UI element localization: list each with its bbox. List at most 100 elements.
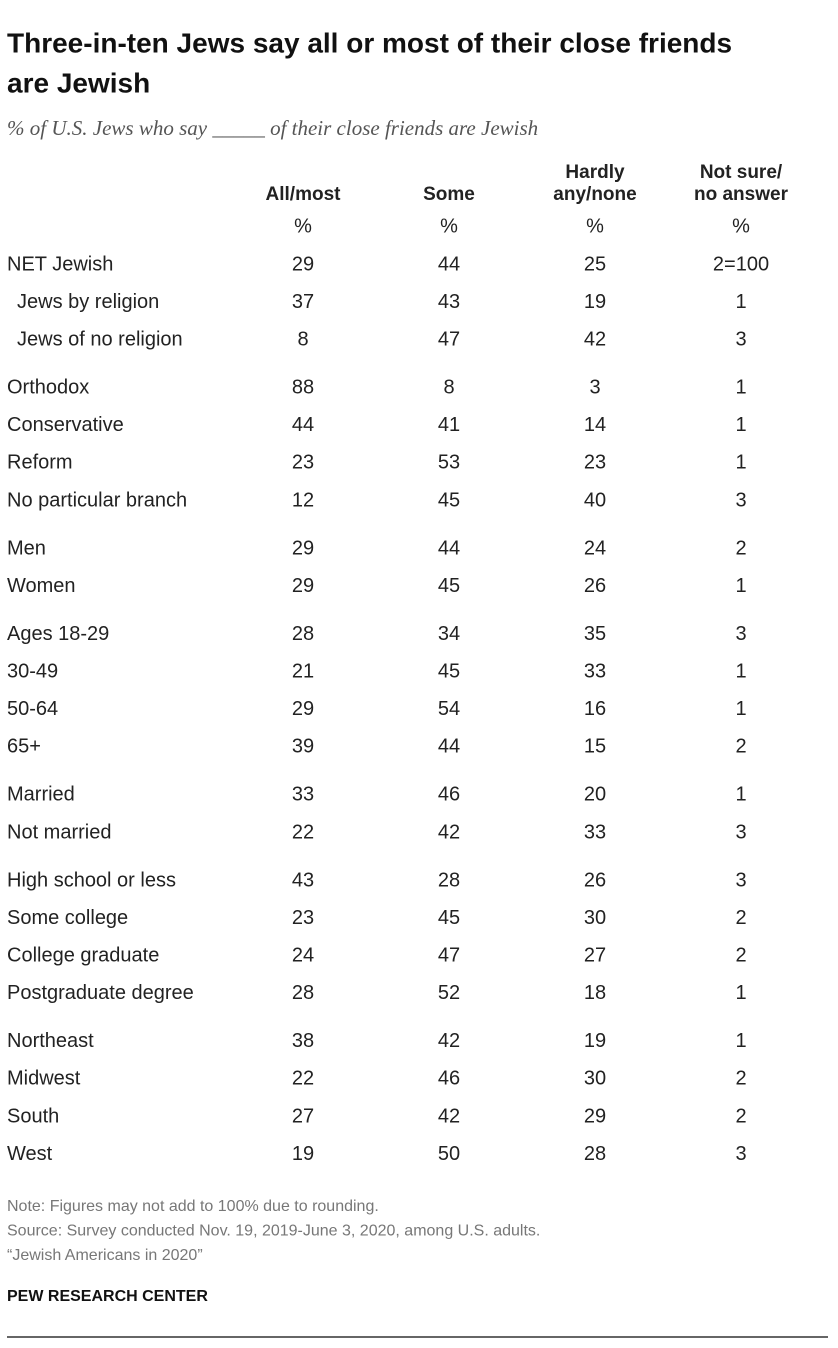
row-label: Not married: [7, 821, 111, 843]
cell-value: 27: [584, 944, 606, 966]
cell-value: 42: [438, 821, 460, 843]
cell-value: 12: [292, 489, 314, 511]
cell-value: 18: [584, 982, 606, 1004]
column-header: any/none: [553, 184, 636, 205]
cell-value: 2: [735, 537, 746, 559]
cell-value: 1: [735, 376, 746, 398]
cell-value: 47: [438, 944, 460, 966]
row-label: Jews by religion: [17, 291, 159, 313]
cell-value: 3: [735, 328, 746, 350]
cell-value: 23: [584, 452, 606, 474]
cell-value: 45: [438, 660, 460, 682]
row-label: Jews of no religion: [17, 328, 183, 350]
cell-value: 88: [292, 376, 314, 398]
row-label: Midwest: [7, 1068, 81, 1090]
cell-value: 3: [589, 376, 600, 398]
cell-value: 45: [438, 907, 460, 929]
cell-value: 45: [438, 575, 460, 597]
subtitle: % of U.S. Jews who say _____ of their cl…: [7, 116, 538, 140]
row-label: NET Jewish: [7, 253, 113, 275]
row-label: West: [7, 1143, 53, 1165]
cell-value: 40: [584, 489, 606, 511]
note: “Jewish Americans in 2020”: [7, 1247, 203, 1264]
cell-value: 37: [292, 291, 314, 313]
cell-value: 29: [584, 1105, 606, 1127]
cell-value: 23: [292, 907, 314, 929]
cell-value: 53: [438, 452, 460, 474]
cell-value: 1: [735, 1030, 746, 1052]
cell-value: 46: [438, 1068, 460, 1090]
cell-value: 2: [735, 1105, 746, 1127]
cell-value: 42: [584, 328, 606, 350]
cell-value: 44: [438, 736, 460, 758]
note: Note: Figures may not add to 100% due to…: [7, 1198, 379, 1215]
cell-value: 22: [292, 821, 314, 843]
cell-value: 29: [292, 698, 314, 720]
cell-value: 28: [292, 982, 314, 1004]
cell-value: 28: [438, 869, 460, 891]
row-label: 30-49: [7, 660, 58, 682]
row-label: 50-64: [7, 698, 58, 720]
cell-value: 2=100: [713, 253, 769, 275]
cell-value: 45: [438, 489, 460, 511]
cell-value: 2: [735, 907, 746, 929]
cell-value: 15: [584, 736, 606, 758]
cell-value: 1: [735, 414, 746, 436]
column-header: Not sure/: [700, 162, 783, 183]
brand: PEW RESEARCH CENTER: [7, 1288, 208, 1305]
row-label: Some college: [7, 907, 128, 929]
cell-value: 3: [735, 821, 746, 843]
cell-value: 42: [438, 1030, 460, 1052]
cell-value: 38: [292, 1030, 314, 1052]
cell-value: 52: [438, 982, 460, 1004]
cell-value: 26: [584, 869, 606, 891]
cell-value: 24: [292, 944, 314, 966]
cell-value: 28: [584, 1143, 606, 1165]
row-label: No particular branch: [7, 489, 187, 511]
cell-value: 41: [438, 414, 460, 436]
row-label: Conservative: [7, 414, 124, 436]
column-header: Hardly: [565, 162, 625, 183]
cell-value: 34: [438, 623, 460, 645]
column-header: no answer: [694, 184, 789, 205]
cell-value: 26: [584, 575, 606, 597]
cell-value: 47: [438, 328, 460, 350]
cell-value: 1: [735, 575, 746, 597]
row-label: Women: [7, 575, 76, 597]
cell-value: 29: [292, 537, 314, 559]
cell-value: 2: [735, 1068, 746, 1090]
cell-value: 3: [735, 869, 746, 891]
unit-label: %: [294, 215, 312, 237]
row-label: Northeast: [7, 1030, 94, 1052]
cell-value: 30: [584, 907, 606, 929]
cell-value: 2: [735, 736, 746, 758]
title: are Jewish: [7, 67, 150, 98]
column-header: Some: [423, 184, 475, 205]
cell-value: 50: [438, 1143, 460, 1165]
cell-value: 8: [443, 376, 454, 398]
cell-value: 1: [735, 452, 746, 474]
cell-value: 42: [438, 1105, 460, 1127]
cell-value: 44: [438, 253, 460, 275]
cell-value: 24: [584, 537, 606, 559]
row-label: Orthodox: [7, 376, 89, 398]
cell-value: 44: [438, 537, 460, 559]
cell-value: 1: [735, 291, 746, 313]
cell-value: 44: [292, 414, 314, 436]
cell-value: 19: [292, 1143, 314, 1165]
cell-value: 1: [735, 660, 746, 682]
cell-value: 3: [735, 1143, 746, 1165]
cell-value: 29: [292, 253, 314, 275]
cell-value: 54: [438, 698, 460, 720]
cell-value: 21: [292, 660, 314, 682]
cell-value: 1: [735, 698, 746, 720]
cell-value: 20: [584, 784, 606, 806]
row-label: South: [7, 1105, 59, 1127]
cell-value: 25: [584, 253, 606, 275]
row-label: Postgraduate degree: [7, 982, 194, 1004]
cell-value: 2: [735, 944, 746, 966]
cell-value: 46: [438, 784, 460, 806]
cell-value: 16: [584, 698, 606, 720]
cell-value: 29: [292, 575, 314, 597]
